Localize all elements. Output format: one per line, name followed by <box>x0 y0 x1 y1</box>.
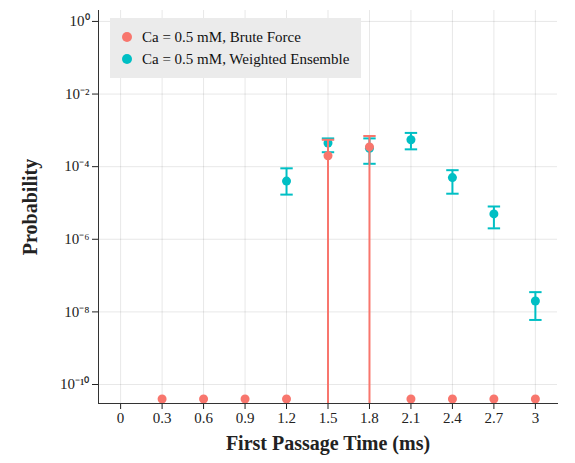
svg-text:10⁰: 10⁰ <box>70 13 90 29</box>
svg-text:1.8: 1.8 <box>360 410 379 426</box>
svg-text:10⁻⁴: 10⁻⁴ <box>64 158 89 174</box>
svg-text:2.4: 2.4 <box>443 410 462 426</box>
svg-text:2.7: 2.7 <box>485 410 504 426</box>
svg-text:0: 0 <box>117 410 125 426</box>
svg-text:10⁻⁸: 10⁻⁸ <box>64 304 89 320</box>
svg-text:1.2: 1.2 <box>277 410 296 426</box>
svg-text:0.3: 0.3 <box>153 410 172 426</box>
svg-text:10⁻²: 10⁻² <box>65 86 90 102</box>
html-text:Ca = 0.5 mM, Weighted Ensemble: Ca = 0.5 mM, Weighted Ensemble <box>142 50 350 67</box>
svg-text:2.1: 2.1 <box>402 410 421 426</box>
svg-text:Probability: Probability <box>19 159 42 255</box>
svg-text:10⁻¹⁰: 10⁻¹⁰ <box>60 376 90 392</box>
svg-text:10⁻⁶: 10⁻⁶ <box>64 231 89 247</box>
html-text:Ca = 0.5 mM, Brute Force: Ca = 0.5 mM, Brute Force <box>142 28 301 45</box>
svg-text:1.5: 1.5 <box>319 410 338 426</box>
svg-text:0.9: 0.9 <box>236 410 255 426</box>
svg-text:First Passage Time (ms): First Passage Time (ms) <box>226 432 430 455</box>
svg-text:0.6: 0.6 <box>194 410 213 426</box>
svg-text:3: 3 <box>532 410 540 426</box>
